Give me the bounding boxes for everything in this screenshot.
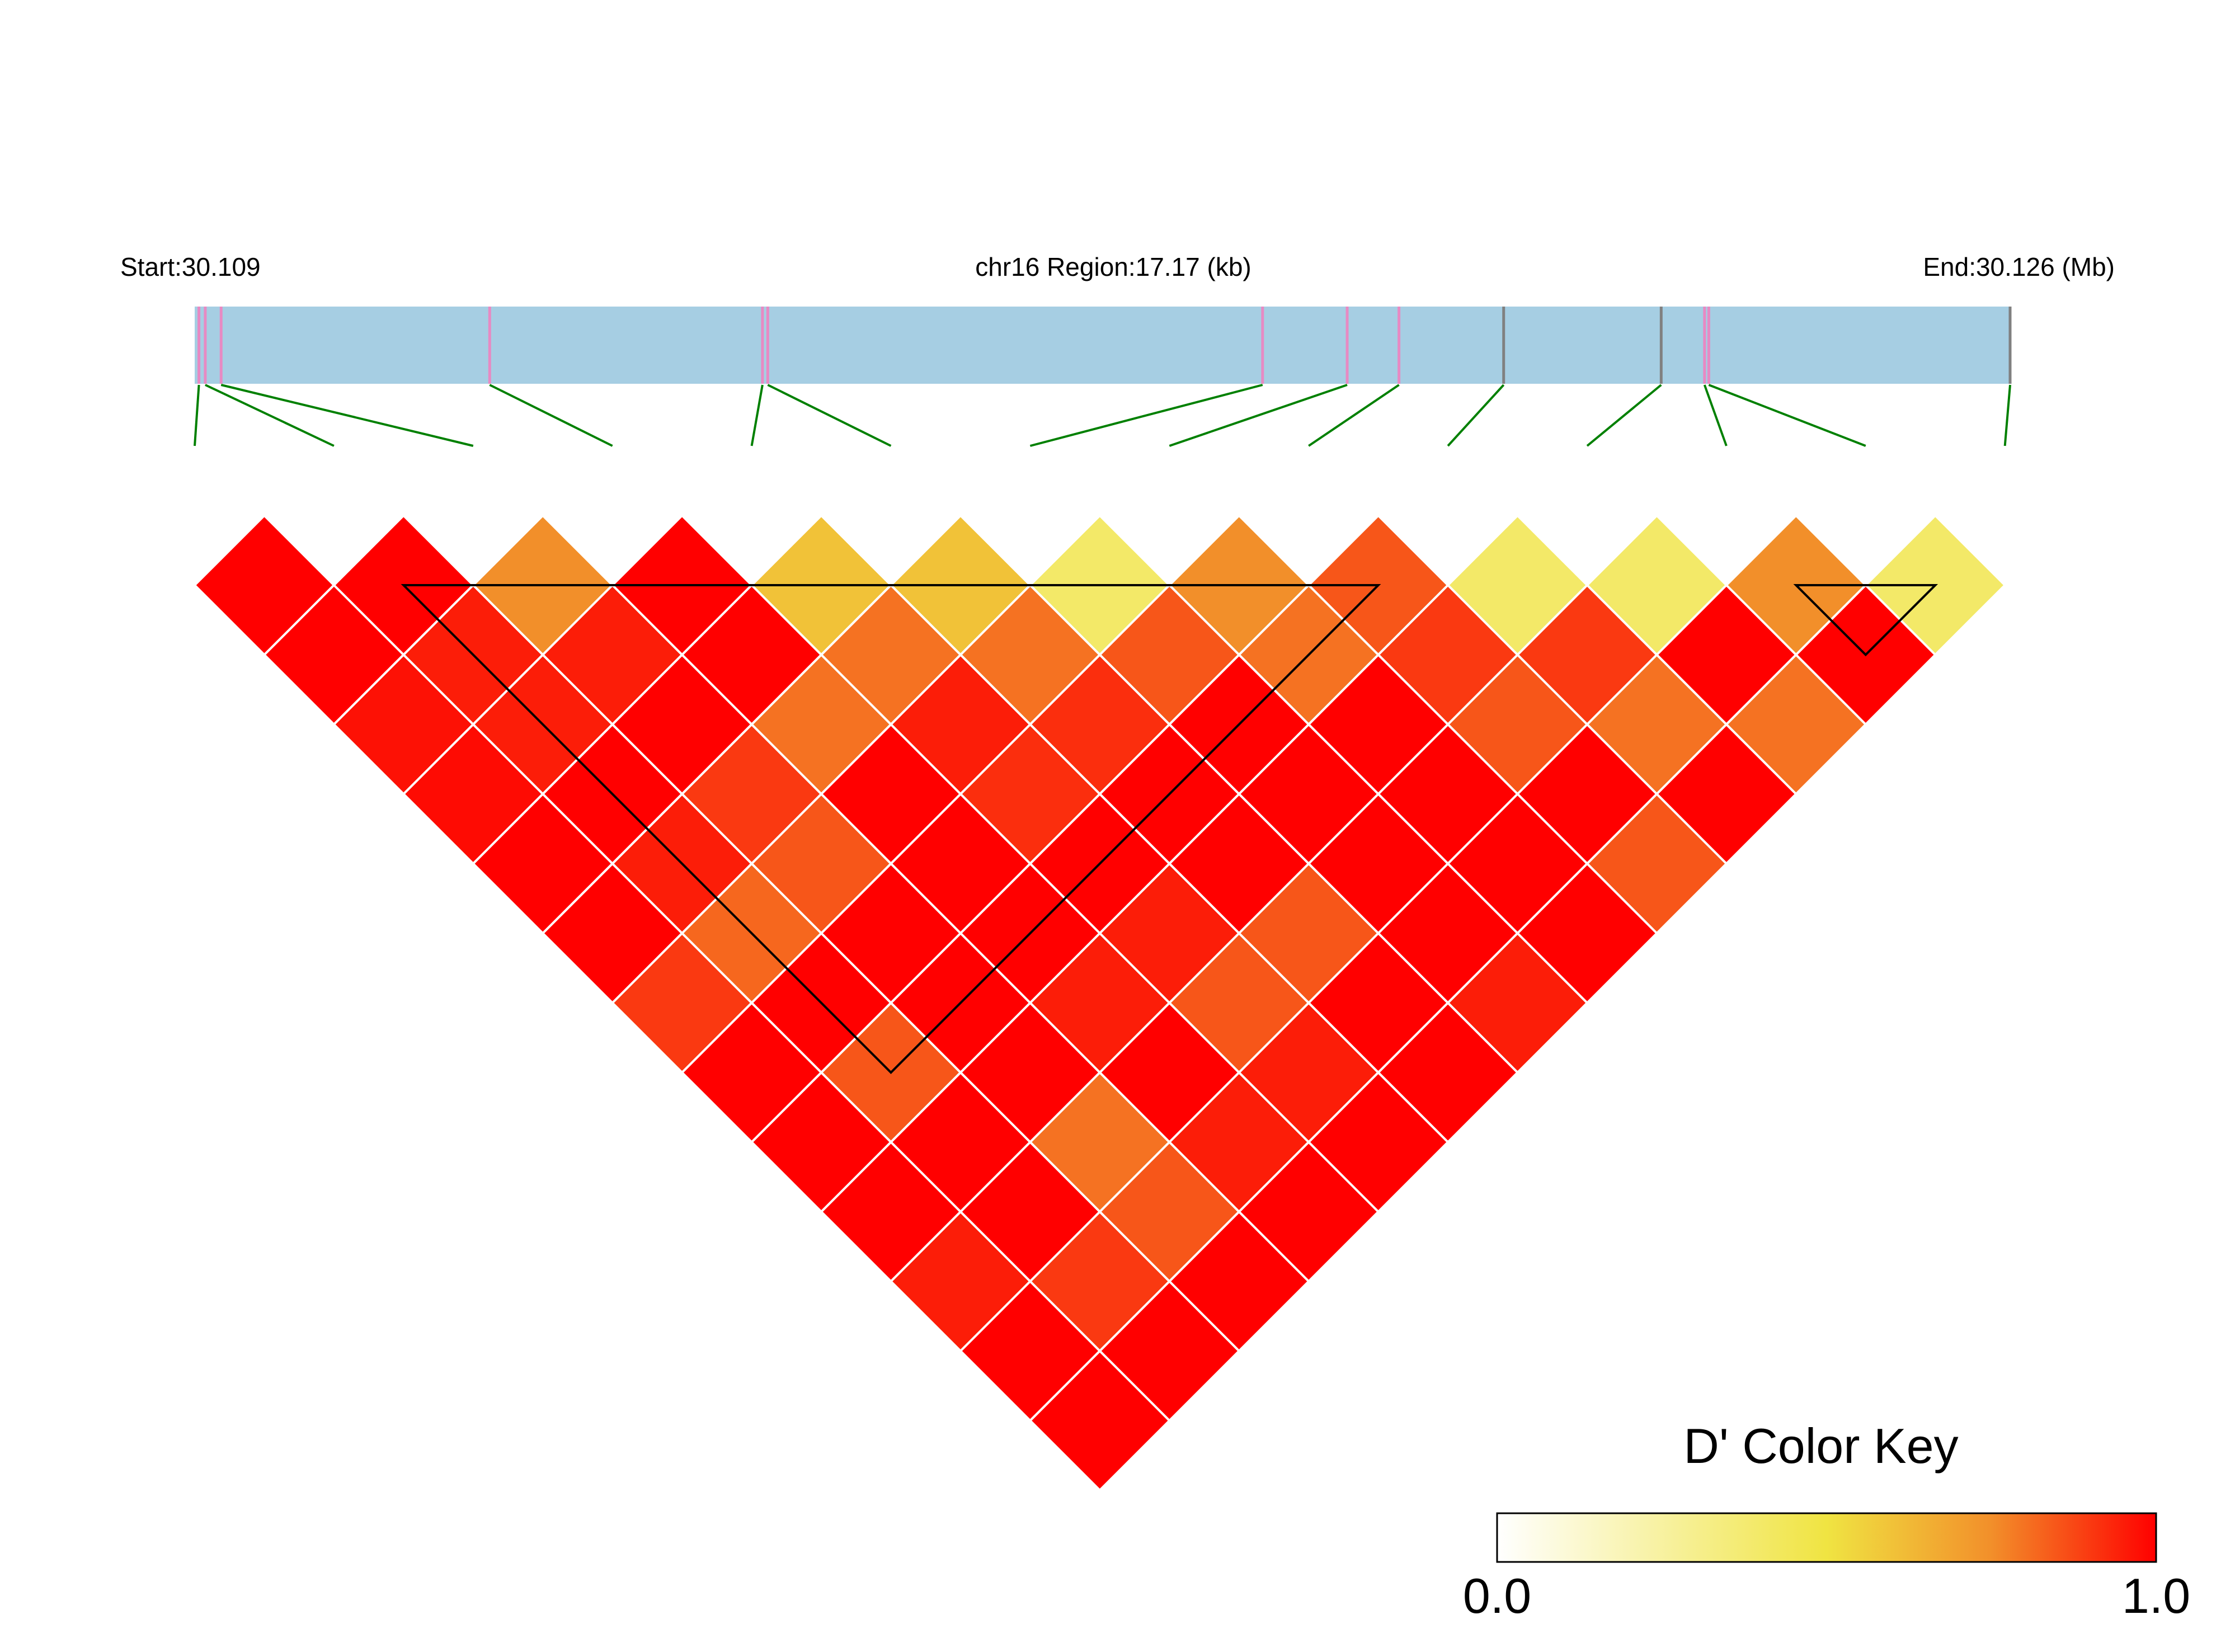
snp-connectors [194, 384, 2011, 447]
region-label: chr16 Region:17.17 (kb) [975, 252, 1251, 281]
haplotype-block-outline [1793, 584, 1938, 657]
end-label: End:30.126 (Mb) [1923, 252, 2115, 281]
color-key-bar [1496, 1512, 2157, 1563]
gene-bar [195, 307, 2010, 384]
snp-connector [1703, 384, 1728, 446]
snp-connector [1169, 384, 1348, 447]
haplotype-block-outline [401, 584, 1381, 1074]
color-key-max-label: 1.0 [2122, 1568, 2190, 1623]
color-key-title: D' Color Key [1683, 1418, 1958, 1474]
snp-connector [2003, 384, 2011, 446]
snp-connector [1308, 384, 1400, 447]
gene-track [194, 307, 2012, 447]
color-key: D' Color Key 0.0 1.0 [1463, 1418, 2190, 1623]
snp-connector [489, 384, 613, 447]
ld-cell [1028, 1349, 1171, 1492]
ld-matrix [193, 514, 2007, 1492]
color-key-min-label: 0.0 [1463, 1568, 1531, 1623]
snp-connector [767, 384, 892, 447]
haplotype-blocks [401, 584, 1938, 1074]
region-header: Start:30.109 chr16 Region:17.17 (kb) End… [120, 252, 2115, 281]
snp-connector [205, 384, 335, 447]
snp-ticks [197, 307, 2012, 384]
snp-connector [1447, 384, 1505, 447]
snp-connector [1708, 384, 1866, 447]
start-label: Start:30.109 [120, 252, 261, 281]
snp-connector [750, 384, 764, 446]
snp-connector [1586, 384, 1662, 447]
snp-connector [194, 384, 200, 446]
snp-connector [220, 384, 474, 447]
snp-connector [1029, 384, 1263, 447]
